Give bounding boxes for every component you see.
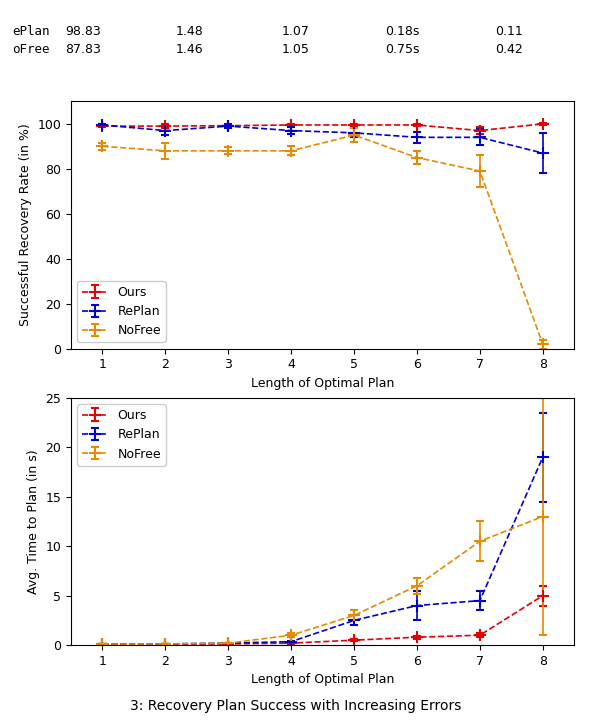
- Text: ePlan: ePlan: [12, 25, 49, 38]
- Text: 87.83: 87.83: [65, 43, 101, 56]
- X-axis label: Length of Optimal Plan: Length of Optimal Plan: [251, 673, 394, 686]
- Y-axis label: Avg. Time to Plan (in s): Avg. Time to Plan (in s): [27, 449, 40, 594]
- Legend: Ours, RePlan, NoFree: Ours, RePlan, NoFree: [78, 404, 166, 466]
- Text: 0.42: 0.42: [496, 43, 523, 56]
- Text: 1.46: 1.46: [176, 43, 203, 56]
- Text: 0.18s: 0.18s: [385, 25, 420, 38]
- Y-axis label: Successful Recovery Rate (in %): Successful Recovery Rate (in %): [19, 124, 32, 327]
- Text: 1.05: 1.05: [282, 43, 310, 56]
- Text: 0.11: 0.11: [496, 25, 523, 38]
- Text: 1.48: 1.48: [176, 25, 203, 38]
- X-axis label: Length of Optimal Plan: Length of Optimal Plan: [251, 377, 394, 390]
- Text: oFree: oFree: [12, 43, 49, 56]
- Text: 98.83: 98.83: [65, 25, 101, 38]
- Text: 0.75s: 0.75s: [385, 43, 420, 56]
- Legend: Ours, RePlan, NoFree: Ours, RePlan, NoFree: [78, 281, 166, 342]
- Text: 1.07: 1.07: [282, 25, 310, 38]
- Text: 3: Recovery Plan Success with Increasing Errors: 3: Recovery Plan Success with Increasing…: [130, 699, 462, 713]
